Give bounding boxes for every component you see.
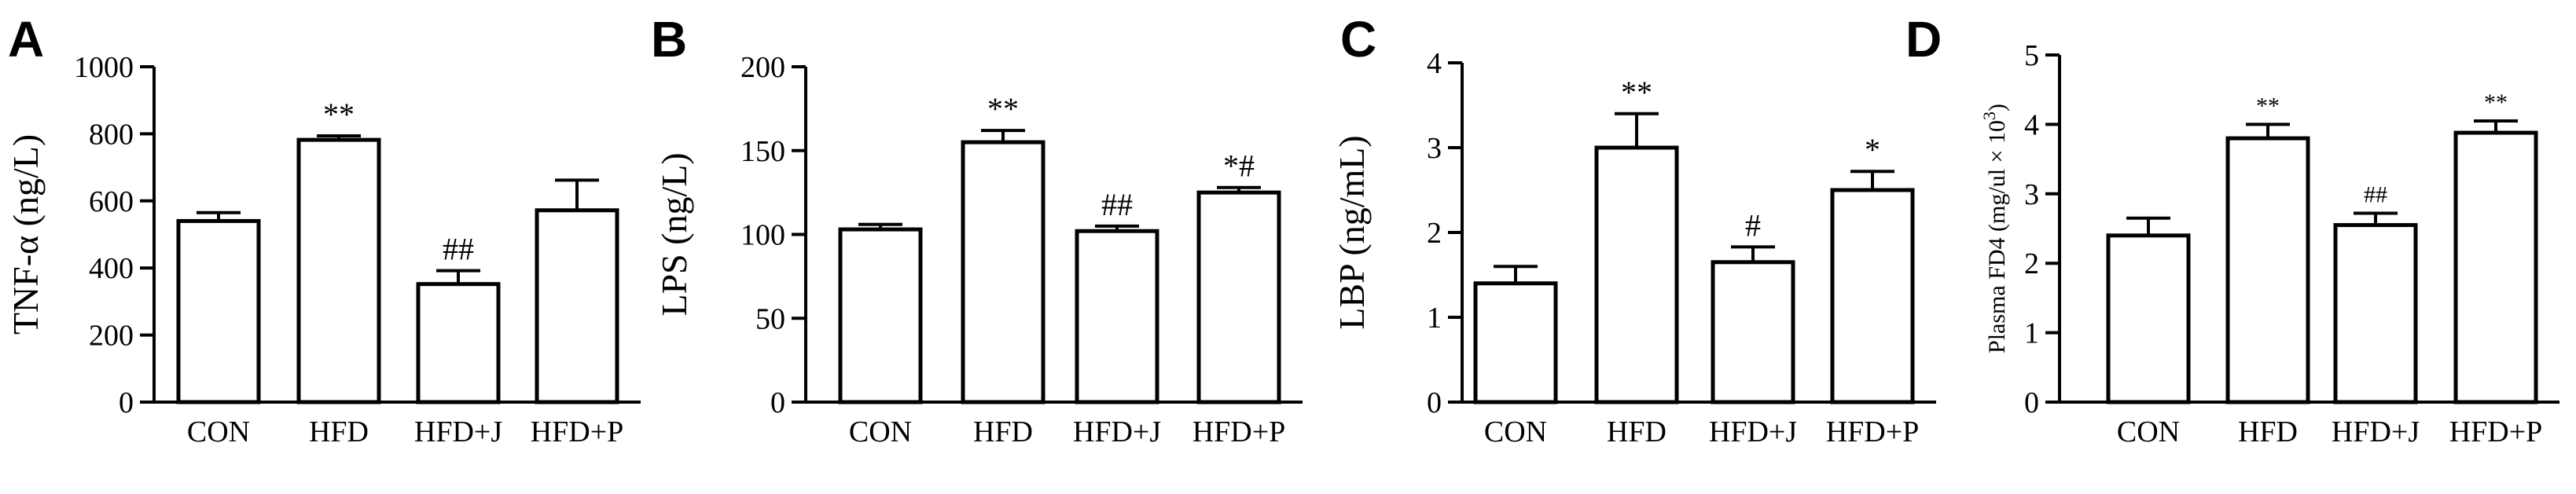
bar-hfd-p [2453,130,2538,404]
chart-panel-d: D 0 1 2 3 4 5 Plasma FD4 (mg/ul × 103) CON HFD ** H… [1905,11,2559,448]
y-tick-label: 200 [89,320,134,353]
y-tick-label: 2 [1427,217,1442,250]
x-category-label: HFD+J [1073,415,1161,448]
bar-con [838,227,923,404]
y-tick-label: 1 [1427,302,1442,335]
significance-annotation: *# [1223,148,1255,184]
significance-annotation: ## [1101,187,1133,222]
y-tick-label: 0 [119,386,134,419]
x-category-label: HFD [1607,415,1666,448]
x-category-label: HFD [309,415,369,448]
y-axis-label: TNF-α (ng/L) [6,134,46,335]
bar-hfd-p [1830,188,1915,404]
significance-annotation: ## [443,232,474,267]
chart-panel-a: A 0 200 400 600 800 1000 TNF-α (ng/L) CON HFD ** HF… [6,11,641,448]
x-category-label: HFD+P [531,415,624,448]
x-category-label: HFD+P [1192,415,1286,448]
bar-hfd-j [1711,260,1795,404]
significance-annotation: ** [323,97,355,132]
x-category-label: CON [849,415,912,448]
y-tick-label: 100 [740,219,785,252]
x-category-label: HFD+J [2332,415,2420,448]
x-category-label: HFD+J [1709,415,1797,448]
chart-panel-b: B 0 50 100 150 200 LPS (ng/L) CON HFD ** HFD+J ## HF… [651,11,1303,448]
bar-hfd-p [535,208,619,404]
bar-con [176,218,261,404]
bar-hfd [1594,145,1679,404]
y-tick-label: 2 [2024,247,2039,280]
y-tick-label: 200 [740,51,785,84]
significance-annotation: ** [2484,90,2508,115]
bar-con [2106,233,2191,404]
significance-annotation: ## [2364,182,2387,208]
significance-annotation: # [1745,207,1761,243]
y-tick-label: 1000 [74,51,134,84]
y-tick-label: 600 [89,185,134,218]
y-tick-label: 4 [1427,47,1442,80]
bar-hfd [961,140,1045,404]
panel-letter: B [651,11,687,68]
panel-letter: A [8,11,44,68]
bar-hfd-j [416,282,501,404]
y-tick-label: 50 [755,302,785,335]
y-tick-label: 150 [740,135,785,168]
y-axis-label: Plasma FD4 (mg/ul × 103) [1979,104,2010,353]
y-axis-label: LBP (ng/mL) [1332,135,1372,329]
y-tick-label: 800 [89,118,134,151]
x-category-label: HFD [2238,415,2298,448]
y-tick-label: 5 [2024,39,2039,72]
x-category-label: HFD+P [2449,415,2543,448]
y-tick-label: 0 [770,386,785,419]
y-tick-label: 3 [1427,132,1442,165]
bar-hfd-j [1075,229,1159,404]
bar-hfd [296,137,381,404]
significance-annotation: * [1865,132,1880,167]
y-axis-label: LPS (ng/L) [654,152,694,316]
y-tick-label: 3 [2024,178,2039,211]
bar-con [1473,281,1558,404]
y-tick-label: 1 [2024,317,2039,350]
significance-annotation: ** [1621,75,1652,110]
panel-letter: C [1340,11,1376,68]
significance-annotation: ** [987,91,1019,126]
chart-panel-c: C 0 1 2 3 4 LBP (ng/mL) CON HFD ** HFD+J # HFD+P * [1332,11,1936,448]
panel-letter: D [1905,11,1942,68]
y-tick-label: 4 [2024,108,2039,141]
x-category-label: HFD+J [414,415,502,448]
x-category-label: HFD [973,415,1033,448]
bar-hfd [2225,136,2310,404]
y-tick-label: 0 [1427,386,1442,419]
x-category-label: HFD+P [1826,415,1920,448]
x-category-label: CON [187,415,250,448]
bar-hfd-j [2333,223,2418,404]
y-tick-label: 400 [89,252,134,285]
x-category-label: CON [1484,415,1547,448]
x-category-label: CON [2117,415,2180,448]
significance-annotation: ** [2256,93,2280,119]
bar-hfd-p [1196,190,1281,404]
y-tick-label: 0 [2024,386,2039,419]
